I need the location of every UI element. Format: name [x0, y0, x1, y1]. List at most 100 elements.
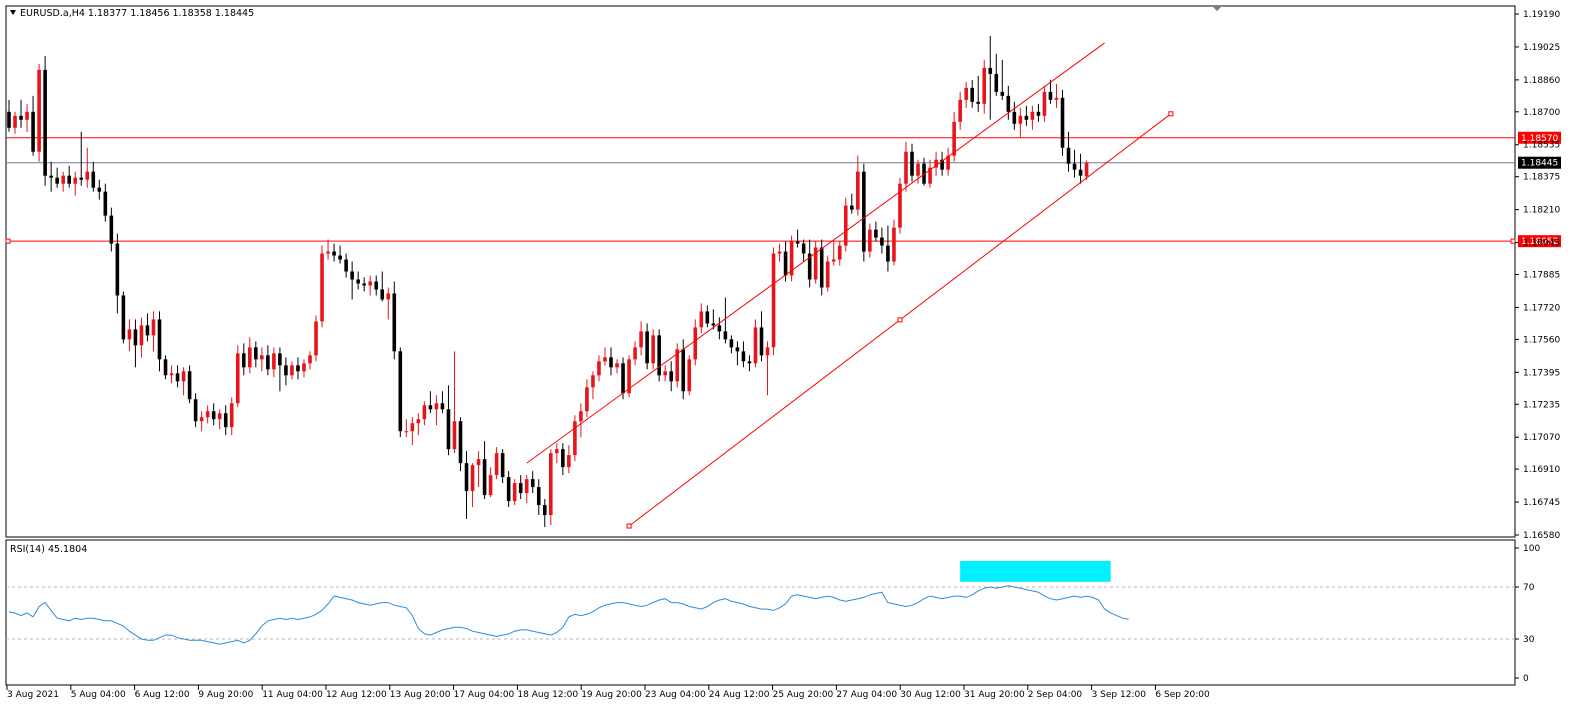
price-axis-label: 1.17885: [1523, 271, 1560, 281]
candle: [1036, 103, 1041, 122]
price-channel[interactable]: [526, 42, 1174, 529]
candle-body: [55, 177, 59, 184]
candle-body: [777, 251, 782, 254]
candle-body: [163, 359, 168, 376]
candle-body: [651, 335, 655, 364]
candle: [843, 197, 848, 252]
candle: [1054, 83, 1059, 108]
candle: [1072, 149, 1077, 178]
price-axis-label: 1.17720: [1523, 303, 1560, 313]
candle: [392, 281, 397, 360]
candle: [705, 305, 710, 328]
time-axis-label: 17 Aug 04:00: [454, 690, 515, 700]
candle: [470, 463, 475, 508]
candle: [651, 329, 655, 370]
candle: [1084, 160, 1089, 181]
candle: [272, 347, 276, 378]
candle-body: [458, 421, 463, 464]
candle: [856, 155, 860, 216]
candle: [193, 393, 198, 428]
candle-body: [43, 69, 47, 176]
price-axis-label: 1.18700: [1523, 108, 1560, 118]
candle-body: [723, 331, 728, 340]
candle: [284, 357, 288, 386]
candle: [476, 451, 481, 488]
level-anchor-handle[interactable]: [5, 238, 11, 244]
candle: [741, 341, 746, 368]
candle: [976, 75, 981, 112]
candle: [19, 99, 23, 128]
rsi-axis-label: 70: [1523, 583, 1535, 593]
candle-body: [850, 205, 854, 210]
price-axis: 1.19190 1.19025 1.18860 1.18700 1.18535 1.183…: [1515, 10, 1560, 541]
channel-handle[interactable]: [897, 317, 903, 323]
candle: [109, 207, 114, 252]
candle: [235, 345, 240, 408]
candle: [217, 409, 222, 430]
price-axis-label: 1.19025: [1523, 43, 1560, 53]
candle-body: [1000, 91, 1005, 96]
price-axis-label: 1.17560: [1523, 335, 1560, 345]
candle-body: [482, 459, 487, 496]
candle: [43, 55, 47, 186]
candle: [994, 53, 999, 96]
candle-body: [13, 115, 17, 128]
candle: [1078, 153, 1083, 184]
candle: [1018, 107, 1023, 138]
candle: [452, 351, 457, 454]
candle-body: [1006, 95, 1011, 112]
candle: [205, 405, 210, 424]
level-anchor-handle[interactable]: [1510, 238, 1516, 244]
channel-handle[interactable]: [1168, 111, 1174, 117]
candle: [988, 35, 993, 120]
candle-body: [819, 247, 824, 288]
rsi-axis-label: 30: [1523, 635, 1535, 645]
candle-body: [380, 289, 385, 300]
candle: [199, 411, 204, 432]
candle: [362, 277, 366, 292]
candle-body: [314, 321, 318, 356]
candle: [831, 239, 836, 266]
horizontal-levels[interactable]: 1.18570 1.18052 1.18445: [5, 131, 1561, 248]
candle-body: [657, 335, 661, 376]
candle-body: [1018, 115, 1023, 124]
candle-body: [115, 243, 120, 296]
candle-body: [856, 171, 860, 210]
price-pane[interactable]: EURUSD.a,H4 1.18377 1.18456 1.18358 1.18…: [5, 5, 1561, 541]
time-axis-label: 19 Aug 20:00: [581, 690, 642, 700]
candle: [904, 141, 908, 192]
candle-body: [783, 251, 788, 276]
candle: [753, 319, 758, 368]
candle: [1012, 101, 1017, 130]
candle: [579, 403, 583, 438]
symbol-header: EURUSD.a,H4 1.18377 1.18456 1.18358 1.18…: [20, 8, 254, 19]
time-axis: 3 Aug 2021 5 Aug 04:00 6 Aug 12:00 9 Aug 20…: [6, 684, 1515, 700]
rsi-highlight-rect[interactable]: [960, 561, 1111, 582]
dropdown-triangle-icon[interactable]: [10, 10, 16, 15]
candle: [296, 357, 300, 380]
candle: [440, 391, 445, 414]
candle-body: [699, 311, 704, 328]
candle-body: [362, 283, 366, 286]
candle: [693, 319, 698, 366]
candle: [928, 159, 932, 188]
candle: [326, 239, 330, 260]
candle: [627, 355, 631, 398]
price-axis-label: 1.18210: [1523, 206, 1560, 216]
channel-handle[interactable]: [626, 523, 632, 529]
candle: [139, 317, 144, 358]
price-axis-label: 1.18375: [1523, 173, 1560, 183]
price-axis-label: 1.19190: [1523, 10, 1560, 20]
candle-body: [248, 347, 252, 368]
channel-line-upper[interactable]: [526, 42, 1105, 464]
shift-marker-icon[interactable]: [1212, 6, 1222, 11]
candle: [278, 347, 282, 392]
candle-body: [1078, 169, 1083, 176]
candles: [7, 35, 1089, 528]
candle: [837, 241, 842, 266]
candle: [549, 449, 553, 526]
candle: [410, 417, 415, 446]
rsi-highlight-zone[interactable]: [960, 561, 1111, 582]
